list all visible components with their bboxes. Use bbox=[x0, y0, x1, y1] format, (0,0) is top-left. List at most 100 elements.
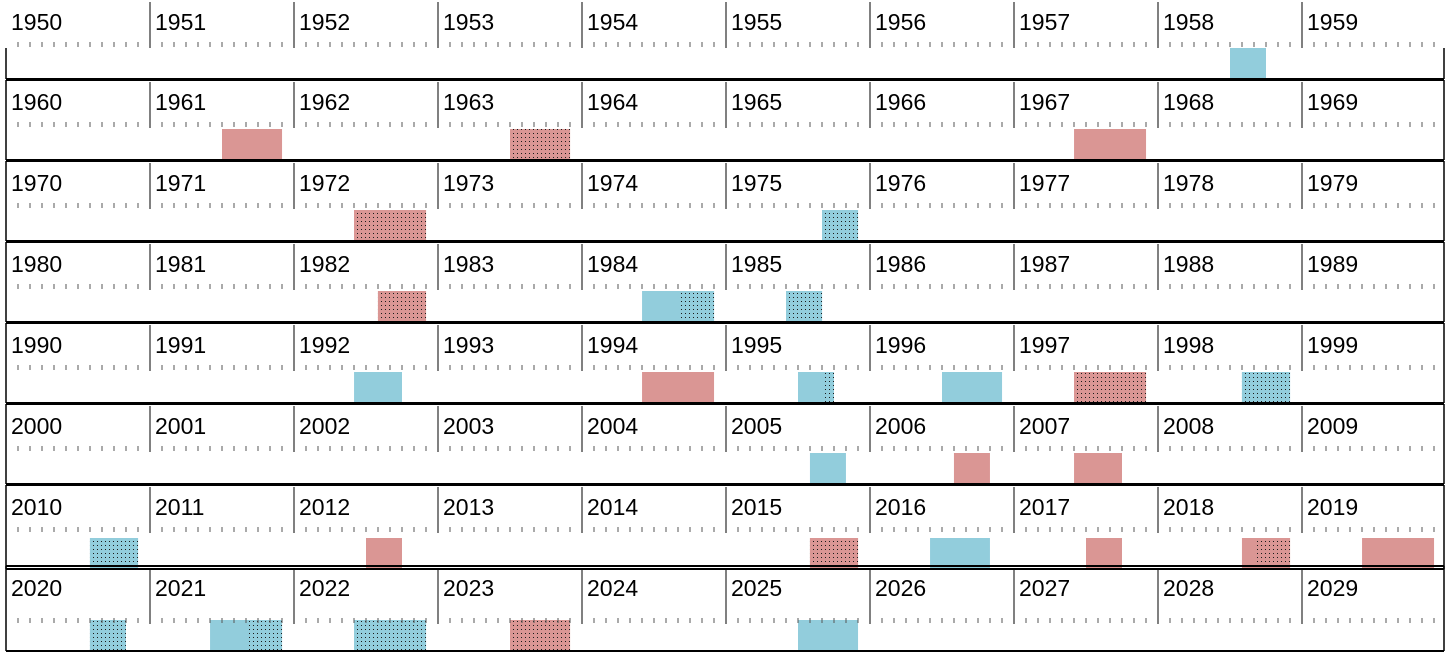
year-label: 2000 bbox=[11, 413, 62, 439]
year-label: 1968 bbox=[1163, 89, 1214, 115]
timeline-row: 1950 1951 1952 1953 1954 1955 1956 1957 1958 1959 bbox=[5, 2, 1445, 80]
year-label: 2028 bbox=[1163, 575, 1214, 601]
event-bar-dotted-blue bbox=[678, 291, 715, 321]
event-bar-red bbox=[1362, 538, 1435, 568]
event-bar-blue bbox=[809, 453, 846, 483]
year-label: 1983 bbox=[443, 251, 494, 277]
year-label: 1994 bbox=[587, 332, 638, 358]
year-label: 1953 bbox=[443, 9, 494, 35]
year-label: 2025 bbox=[731, 575, 782, 601]
year-label: 1955 bbox=[731, 9, 782, 35]
year-label: 1992 bbox=[299, 332, 350, 358]
year-label: 2005 bbox=[731, 413, 782, 439]
year-label: 2014 bbox=[587, 494, 638, 520]
event-bar-blue bbox=[798, 620, 859, 650]
year-label: 2011 bbox=[155, 494, 204, 520]
event-bar-red bbox=[1074, 129, 1147, 159]
year-label: 1973 bbox=[443, 170, 494, 196]
event-bar-red bbox=[1086, 538, 1122, 568]
year-label: 1986 bbox=[875, 251, 926, 277]
year-label: 2023 bbox=[443, 575, 494, 601]
event-bar-blue bbox=[1230, 48, 1266, 78]
event-bar-blue bbox=[942, 372, 1003, 402]
event-bar-dotted-blue bbox=[786, 291, 823, 321]
year-label: 1977 bbox=[1019, 170, 1070, 196]
year-label: 1963 bbox=[443, 89, 494, 115]
year-label: 1966 bbox=[875, 89, 926, 115]
year-label: 1980 bbox=[11, 251, 62, 277]
year-label: 1972 bbox=[299, 170, 350, 196]
year-label: 1985 bbox=[731, 251, 782, 277]
year-label: 2004 bbox=[587, 413, 638, 439]
event-bar-red bbox=[222, 129, 283, 159]
event-bar-dotted-red bbox=[1074, 372, 1147, 402]
year-label: 2002 bbox=[299, 413, 350, 439]
year-label: 1962 bbox=[299, 89, 350, 115]
year-label: 2013 bbox=[443, 494, 494, 520]
year-label: 1995 bbox=[731, 332, 782, 358]
year-label: 1957 bbox=[1019, 9, 1070, 35]
year-label: 2010 bbox=[11, 494, 62, 520]
timeline-row: 2020 2021 2022 2023 2024 2025 2026 2027 2028 2029 bbox=[5, 565, 1445, 652]
year-label: 1961 bbox=[155, 89, 206, 115]
event-bar-dotted-red bbox=[510, 129, 571, 159]
year-label: 1988 bbox=[1163, 251, 1214, 277]
event-bar-red bbox=[1074, 453, 1122, 483]
timeline-row: 2010 2011 2012 2013 2014 2015 2016 2017 2018 2019 bbox=[5, 484, 1445, 570]
event-bar-dotted-blue bbox=[89, 538, 139, 568]
year-label: 1976 bbox=[875, 170, 926, 196]
year-label: 2015 bbox=[731, 494, 782, 520]
year-label: 2024 bbox=[587, 575, 638, 601]
event-bar-dotted-red bbox=[354, 210, 427, 240]
year-label: 2006 bbox=[875, 413, 926, 439]
year-label: 1993 bbox=[443, 332, 494, 358]
year-label: 1967 bbox=[1019, 89, 1070, 115]
year-label: 1999 bbox=[1307, 332, 1358, 358]
year-label: 1965 bbox=[731, 89, 782, 115]
year-label: 2022 bbox=[299, 575, 350, 601]
year-label: 2003 bbox=[443, 413, 494, 439]
event-bar-dotted-red bbox=[510, 620, 571, 650]
event-bar-blue bbox=[930, 538, 990, 568]
year-label: 1991 bbox=[155, 332, 206, 358]
year-label: 1954 bbox=[587, 9, 638, 35]
year-label: 2012 bbox=[299, 494, 350, 520]
year-label: 1952 bbox=[299, 9, 350, 35]
year-label: 1960 bbox=[11, 89, 62, 115]
year-label: 1998 bbox=[1163, 332, 1214, 358]
year-label: 1950 bbox=[11, 9, 62, 35]
year-label: 2027 bbox=[1019, 575, 1070, 601]
event-bar-dotted-blue bbox=[354, 620, 427, 650]
timeline-row: 1970 1971 1972 1973 1974 1975 1976 1977 1978 1979 bbox=[5, 160, 1445, 242]
event-bar-dotted-red bbox=[809, 538, 859, 568]
event-bar-red bbox=[642, 372, 715, 402]
timeline-row: 1990 1991 1992 1993 1994 1995 1996 1997 1998 1999 bbox=[5, 322, 1445, 404]
year-label: 2021 bbox=[155, 575, 206, 601]
year-label: 2001 bbox=[155, 413, 206, 439]
year-label: 2008 bbox=[1163, 413, 1214, 439]
event-bar-blue bbox=[354, 372, 402, 402]
year-label: 1975 bbox=[731, 170, 782, 196]
event-bar-dotted-red bbox=[377, 291, 427, 321]
timeline-row: 1980 1981 1982 1983 1984 1985 1986 1987 1988 1989 bbox=[5, 241, 1445, 323]
event-bar-dotted-blue bbox=[246, 620, 283, 650]
year-label: 2020 bbox=[11, 575, 62, 601]
year-label: 1996 bbox=[875, 332, 926, 358]
year-label: 1951 bbox=[155, 9, 206, 35]
year-label: 2019 bbox=[1307, 494, 1358, 520]
event-bar-dotted-red bbox=[1254, 538, 1291, 568]
event-bar-dotted-blue bbox=[822, 210, 859, 240]
timeline-row: 1960 1961 1962 1963 1964 1965 1966 1967 1968 1969 bbox=[5, 79, 1445, 161]
year-label: 1964 bbox=[587, 89, 638, 115]
year-label: 2018 bbox=[1163, 494, 1214, 520]
year-label: 1978 bbox=[1163, 170, 1214, 196]
year-label: 1974 bbox=[587, 170, 638, 196]
year-label: 2026 bbox=[875, 575, 926, 601]
year-label: 2009 bbox=[1307, 413, 1358, 439]
timeline-row: 2000 2001 2002 2003 2004 2005 2006 2007 2008 2009 bbox=[5, 403, 1445, 485]
event-bar-dotted-blue bbox=[89, 620, 126, 650]
year-label: 1969 bbox=[1307, 89, 1358, 115]
year-label: 2017 bbox=[1019, 494, 1070, 520]
year-label: 1970 bbox=[11, 170, 62, 196]
year-label: 1981 bbox=[155, 251, 206, 277]
